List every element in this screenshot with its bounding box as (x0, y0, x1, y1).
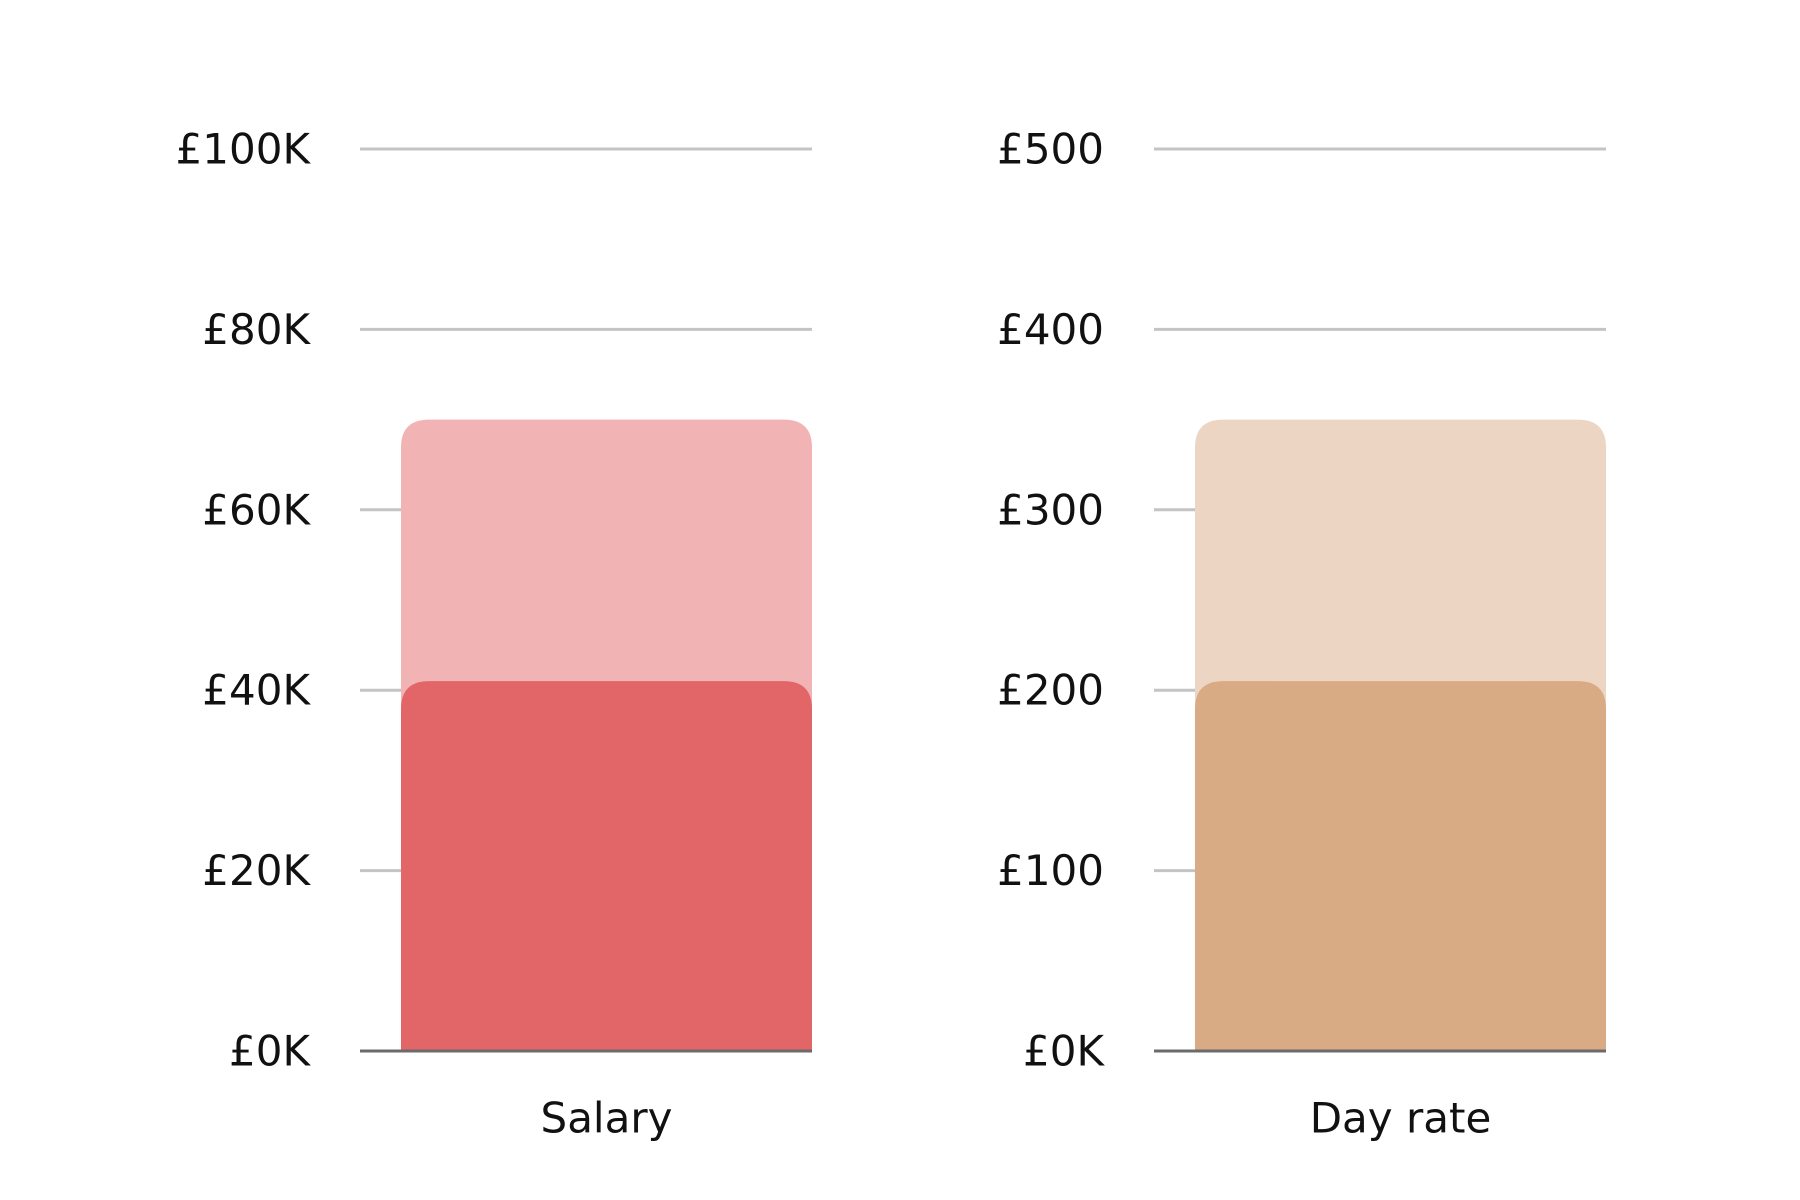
category-label: Day rate (1310, 1094, 1492, 1143)
y-tick-label: £100 (997, 846, 1104, 895)
y-tick-label: £0K (229, 1027, 311, 1076)
y-tick-label: £20K (202, 846, 311, 895)
y-tick-label: £500 (997, 125, 1104, 174)
y-tick-label: £300 (997, 485, 1104, 534)
y-tick-label: £40K (202, 666, 311, 715)
y-tick-label: £400 (997, 305, 1104, 354)
day-rate-chart-panel: £0K £100 £200 £300 £400 £500 Day rate (997, 125, 1606, 1143)
salary-chart-panel: £0K £20K £40K £60K £80K £100K Salary (176, 125, 812, 1143)
bar-lower-value (1195, 681, 1606, 1051)
y-tick-label: £100K (176, 125, 312, 174)
y-tick-label: £0K (1023, 1027, 1105, 1076)
bar-lower-value (401, 681, 812, 1051)
y-tick-label: £200 (997, 666, 1104, 715)
y-tick-label: £80K (202, 305, 311, 354)
y-tick-label: £60K (202, 485, 311, 534)
category-label: Salary (541, 1094, 673, 1143)
